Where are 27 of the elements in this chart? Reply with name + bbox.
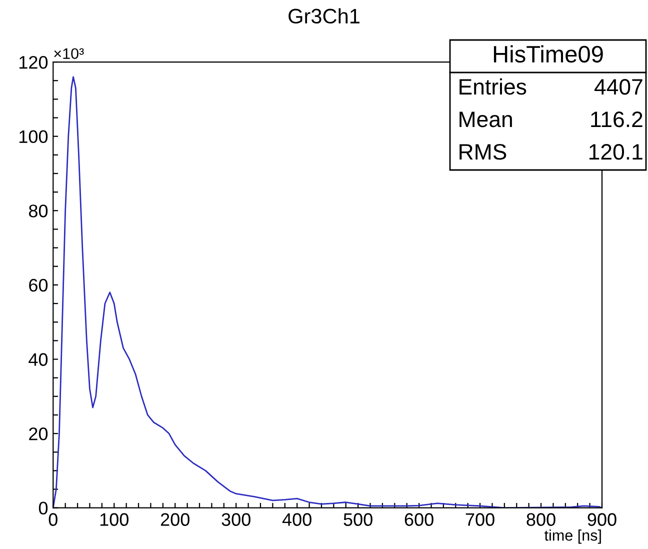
y-tick-label: 40	[28, 353, 48, 366]
x-tick-label: 500	[344, 513, 372, 526]
y-tick-label: 100	[20, 130, 48, 144]
annotation: Mean	[460, 112, 512, 128]
x-tick-label: 100	[100, 513, 128, 526]
annotation: HisTime09	[494, 45, 603, 63]
y-tick-label: 120	[20, 56, 48, 69]
x-tick-label: 400	[282, 513, 312, 526]
x-tick-label: 600	[404, 513, 434, 526]
annotation: 116.2	[591, 111, 642, 128]
annotation: RMS	[460, 144, 506, 160]
x-tick-label: 300	[222, 513, 250, 526]
y-tick-label: 0	[38, 502, 48, 515]
x-axis-title: time [ns]	[544, 530, 601, 544]
x-tick-label: 800	[526, 513, 556, 526]
text: ×10³	[54, 48, 84, 60]
x-tick-label: 0	[48, 513, 58, 526]
annotation: 120.1	[590, 144, 642, 160]
y-tick-label: 20	[29, 427, 48, 440]
y-tick-label: 80	[28, 204, 48, 218]
x-tick-label: 900	[588, 513, 616, 526]
annotation: Entries	[460, 78, 526, 95]
annotation: 4407	[594, 78, 642, 95]
y-tick-label: 60	[29, 278, 48, 292]
chart-title: Gr3Ch1	[288, 8, 360, 24]
x-tick-label: 200	[160, 513, 190, 526]
x-tick-label: 700	[466, 513, 494, 526]
